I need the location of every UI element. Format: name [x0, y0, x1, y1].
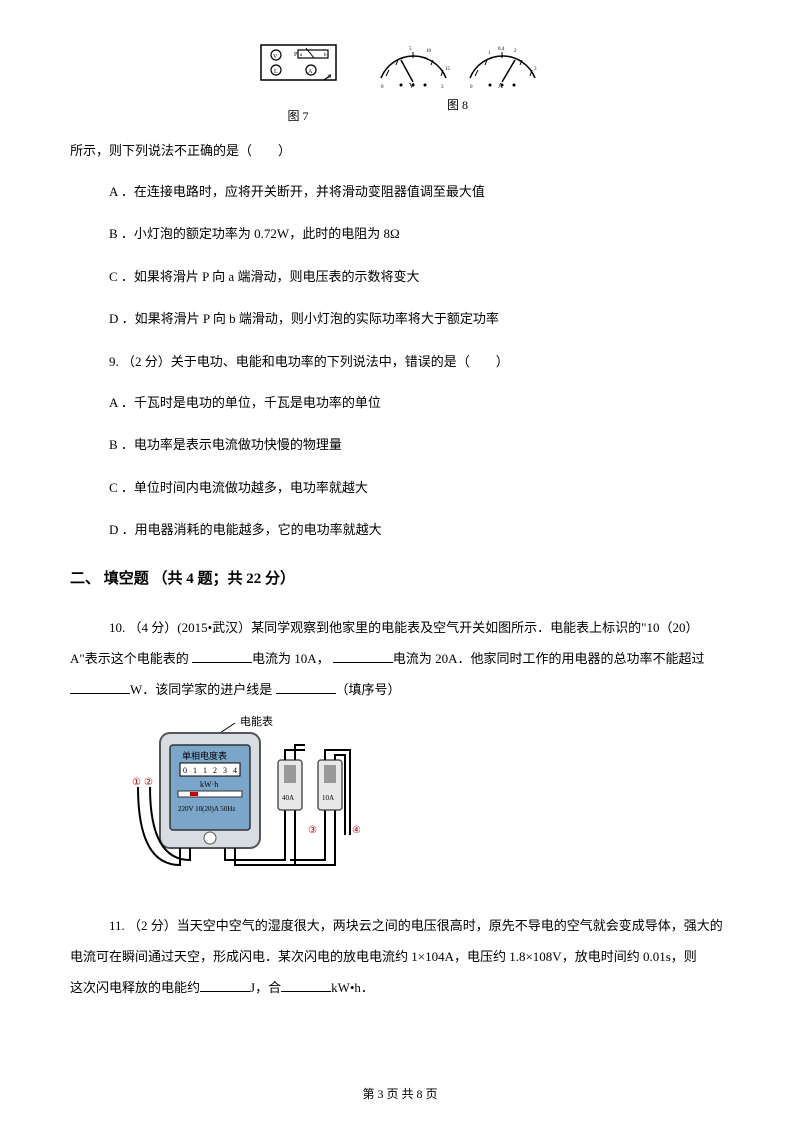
- svg-text:0: 0: [381, 85, 384, 90]
- blank: [70, 681, 130, 694]
- q11-line1: 11. （2 分）当天空中空气的湿度很大，两块云之间的电压很高时，原先不导电的空…: [70, 910, 730, 941]
- q8-option-d: D ．如果将滑片 P 向 b 端滑动，则小灯泡的实际功率将大于额定功率: [70, 305, 730, 334]
- q8-option-a: A ．在连接电路时，应将开关断开，并将滑动变阻器值调至最大值: [70, 178, 730, 207]
- svg-text:2: 2: [514, 49, 517, 54]
- figures-row: V L P a b A S 图 7 053 1015 V: [70, 40, 730, 129]
- svg-text:V: V: [273, 54, 278, 60]
- figure-8-caption: 图 8: [371, 92, 545, 118]
- q11-t3c: kW•h．: [331, 980, 374, 995]
- voltmeter-gauge-icon: 053 1015 V: [371, 40, 456, 90]
- q10-t3a: W．该同学家的进户线是: [130, 682, 276, 697]
- q10-t3b: （填序号）: [336, 682, 401, 697]
- q10-t2a: A"表示这个电能表的: [70, 651, 192, 666]
- page-footer: 第 3 页 共 8 页: [0, 1081, 800, 1107]
- svg-text:0: 0: [470, 85, 473, 90]
- q8-option-c: C ．如果将滑片 P 向 a 端滑动，则电压表的示数将变大: [70, 263, 730, 292]
- svg-text:kW·h: kW·h: [200, 780, 218, 789]
- q10-t2c: 电流为 20A．他家同时工作的用电器的总功率不能超过: [393, 651, 705, 666]
- circuit-diagram-icon: V L P a b A S: [256, 40, 341, 90]
- energy-meter-icon: 电能表 单相电度表 0 1 1 2 3 4 kW·h 220V 10(20)A …: [130, 715, 360, 885]
- svg-text:0.4: 0.4: [498, 47, 505, 52]
- blank: [281, 979, 331, 992]
- q10-t2b: 电流为 10A，: [252, 651, 333, 666]
- ammeter-gauge-icon: 012 0.43 A: [460, 40, 545, 90]
- svg-text:b: b: [324, 53, 327, 58]
- q11-line2: 电流可在瞬间通过天空，形成闪电．某次闪电的放电电流约 1×104A，电压约 1.…: [70, 941, 730, 972]
- blank: [200, 979, 250, 992]
- svg-text:3: 3: [441, 85, 444, 90]
- svg-text:a: a: [300, 53, 303, 58]
- svg-text:40A: 40A: [282, 794, 294, 802]
- svg-text:10: 10: [426, 49, 432, 54]
- svg-text:5: 5: [409, 47, 412, 52]
- svg-text:①: ①: [132, 777, 141, 788]
- q11-t3b: J，合: [250, 980, 281, 995]
- blank: [333, 650, 393, 663]
- blank: [276, 681, 336, 694]
- meter-label: 电能表: [240, 715, 273, 728]
- svg-text:③: ③: [308, 825, 317, 836]
- q10-line2: A"表示这个电能表的 电流为 10A， 电流为 20A．他家同时工作的用电器的总…: [70, 643, 730, 674]
- svg-text:单相电度表: 单相电度表: [182, 750, 227, 761]
- svg-text:P: P: [294, 52, 298, 58]
- q9-stem: 9. （2 分）关于电功、电能和电功率的下列说法中，错误的是（ ）: [70, 348, 730, 377]
- q9-option-c: C ．单位时间内电流做功越多，电功率就越大: [70, 474, 730, 503]
- q10-line1: 10. （4 分）(2015•武汉）某同学观察到他家里的电能表及空气开关如图所示…: [70, 612, 730, 643]
- q9-option-d: D ．用电器消耗的电能越多，它的电功率就越大: [70, 516, 730, 545]
- meter-figure: 电能表 单相电度表 0 1 1 2 3 4 kW·h 220V 10(20)A …: [130, 715, 730, 896]
- figure-8: 053 1015 V 012 0.43 A 图 8: [371, 40, 545, 129]
- figure-7: V L P a b A S 图 7: [256, 40, 341, 129]
- q11-t3a: 这次闪电释放的电能约: [70, 980, 200, 995]
- q9-option-b: B ．电功率是表示电流做功快慢的物理量: [70, 431, 730, 460]
- svg-text:3: 3: [534, 67, 537, 72]
- svg-text:L: L: [274, 69, 278, 75]
- svg-text:1: 1: [488, 51, 491, 56]
- figure-7-caption: 图 7: [256, 103, 341, 129]
- svg-text:220V 10(20)A 50Hz: 220V 10(20)A 50Hz: [178, 805, 235, 813]
- section-2-title: 二、 填空题 （共 4 题；共 22 分）: [70, 563, 730, 596]
- svg-text:②: ②: [144, 777, 153, 788]
- svg-text:0 1 1 2 3 4: 0 1 1 2 3 4: [183, 766, 239, 775]
- svg-text:15: 15: [445, 67, 451, 72]
- blank: [192, 650, 252, 663]
- q10-line3: W．该同学家的进户线是 （填序号）: [70, 674, 730, 705]
- q8-option-b: B ．小灯泡的额定功率为 0.72W，此时的电阻为 8Ω: [70, 220, 730, 249]
- q9-option-a: A ．千瓦时是电功的单位，千瓦是电功率的单位: [70, 389, 730, 418]
- svg-text:④: ④: [352, 825, 360, 836]
- svg-text:10A: 10A: [322, 794, 334, 802]
- q8-stem: 所示，则下列说法不正确的是（ ）: [70, 137, 730, 166]
- q11-line3: 这次闪电释放的电能约 J，合 kW•h．: [70, 972, 730, 1003]
- svg-text:A: A: [308, 69, 313, 75]
